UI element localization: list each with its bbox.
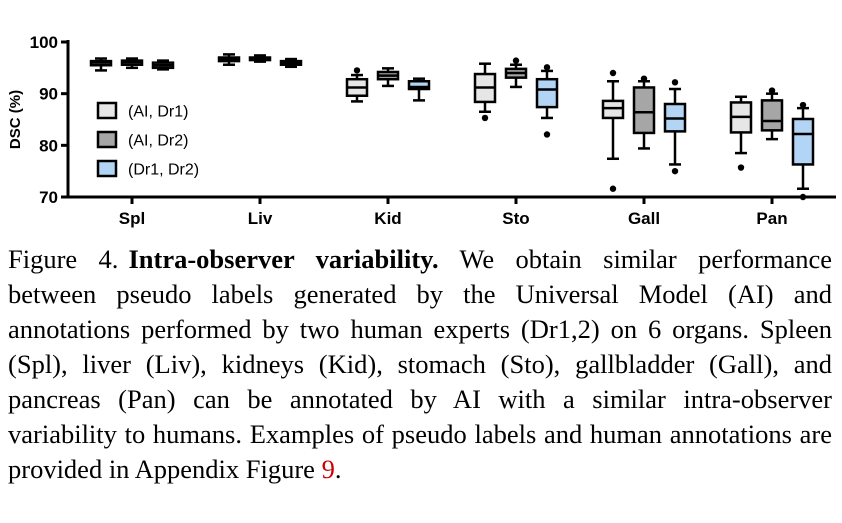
box: [535, 77, 559, 109]
outlier-point: [671, 79, 679, 86]
outlier-point: [799, 101, 807, 109]
y-axis-label: DSC (%): [7, 90, 24, 149]
caption-figure-ref[interactable]: 9: [321, 454, 335, 484]
caption-title: Intra-observer variability.: [128, 244, 439, 274]
box-sto-series-3: [535, 64, 559, 138]
outlier-point: [671, 167, 679, 175]
outlier-point: [640, 75, 648, 82]
box: [407, 80, 431, 91]
box-liv-series-2: [248, 54, 272, 63]
box-liv-series-3: [279, 57, 303, 69]
caption-end: .: [334, 454, 342, 484]
box-kid-series-2: [376, 67, 400, 88]
box-spl-series-3: [151, 59, 175, 71]
box-spl-series-1: [89, 57, 113, 72]
x-tick-label: Spl: [119, 209, 145, 228]
boxplot-chart: 70 80 90 100 DSC (%) Spl Liv Kid Sto Gall Pan (AI,…: [7, 33, 836, 228]
box-kid-series-1: [345, 67, 369, 103]
outlier-point: [481, 114, 489, 122]
outlier-point: [799, 193, 807, 201]
outlier-point: [737, 164, 745, 171]
x-tick-label: Sto: [502, 209, 529, 228]
outlier-point: [543, 64, 551, 71]
box: [760, 99, 784, 132]
x-tick-label: Gall: [628, 209, 660, 228]
y-tick-label: 80: [39, 136, 58, 155]
legend: (AI, Dr1) (AI, Dr2) (Dr1, Dr2): [96, 101, 199, 179]
box-pan-series-2: [760, 87, 784, 141]
x-tick-label: Kid: [374, 209, 401, 228]
outlier-point: [768, 87, 776, 94]
caption-text: We obtain similar performance between ps…: [8, 244, 832, 484]
y-tick-label: 90: [39, 85, 58, 104]
box-kid-series-3: [407, 77, 431, 102]
outlier-point: [609, 185, 617, 192]
box-sto-series-1: [473, 62, 497, 122]
legend-label: (AI, Dr1): [128, 104, 188, 121]
legend-swatch: [96, 101, 118, 120]
box-gall-series-1: [601, 69, 625, 192]
box-spl-series-2: [120, 57, 144, 70]
legend-label: (Dr1, Dr2): [128, 162, 199, 179]
box: [601, 99, 625, 120]
outlier-point: [609, 69, 617, 77]
figure-caption: Figure 4. Intra-observer variability. We …: [8, 242, 832, 487]
box: [632, 86, 656, 135]
outlier-point: [543, 131, 551, 138]
box-gall-series-2: [632, 75, 656, 150]
y-tick-label: 100: [30, 33, 58, 52]
box-gall-series-3: [663, 79, 687, 175]
caption-label: Figure 4.: [8, 244, 119, 274]
box-pan-series-1: [729, 95, 753, 171]
box-liv-series-1: [217, 53, 241, 66]
axes: 70 80 90 100 DSC (%) Spl Liv Kid Sto Gall Pan: [7, 33, 836, 228]
outlier-point: [512, 57, 520, 64]
outlier-point: [353, 67, 361, 74]
box-groups: [89, 53, 815, 201]
legend-swatch: [96, 130, 118, 149]
y-tick-label: 70: [39, 188, 58, 207]
box-pan-series-3: [791, 101, 815, 201]
legend-label: (AI, Dr2): [128, 133, 188, 150]
box: [791, 117, 815, 166]
box-sto-series-2: [504, 57, 528, 89]
legend-swatch: [96, 159, 118, 178]
x-tick-label: Liv: [248, 209, 273, 228]
x-tick-label: Pan: [756, 209, 787, 228]
